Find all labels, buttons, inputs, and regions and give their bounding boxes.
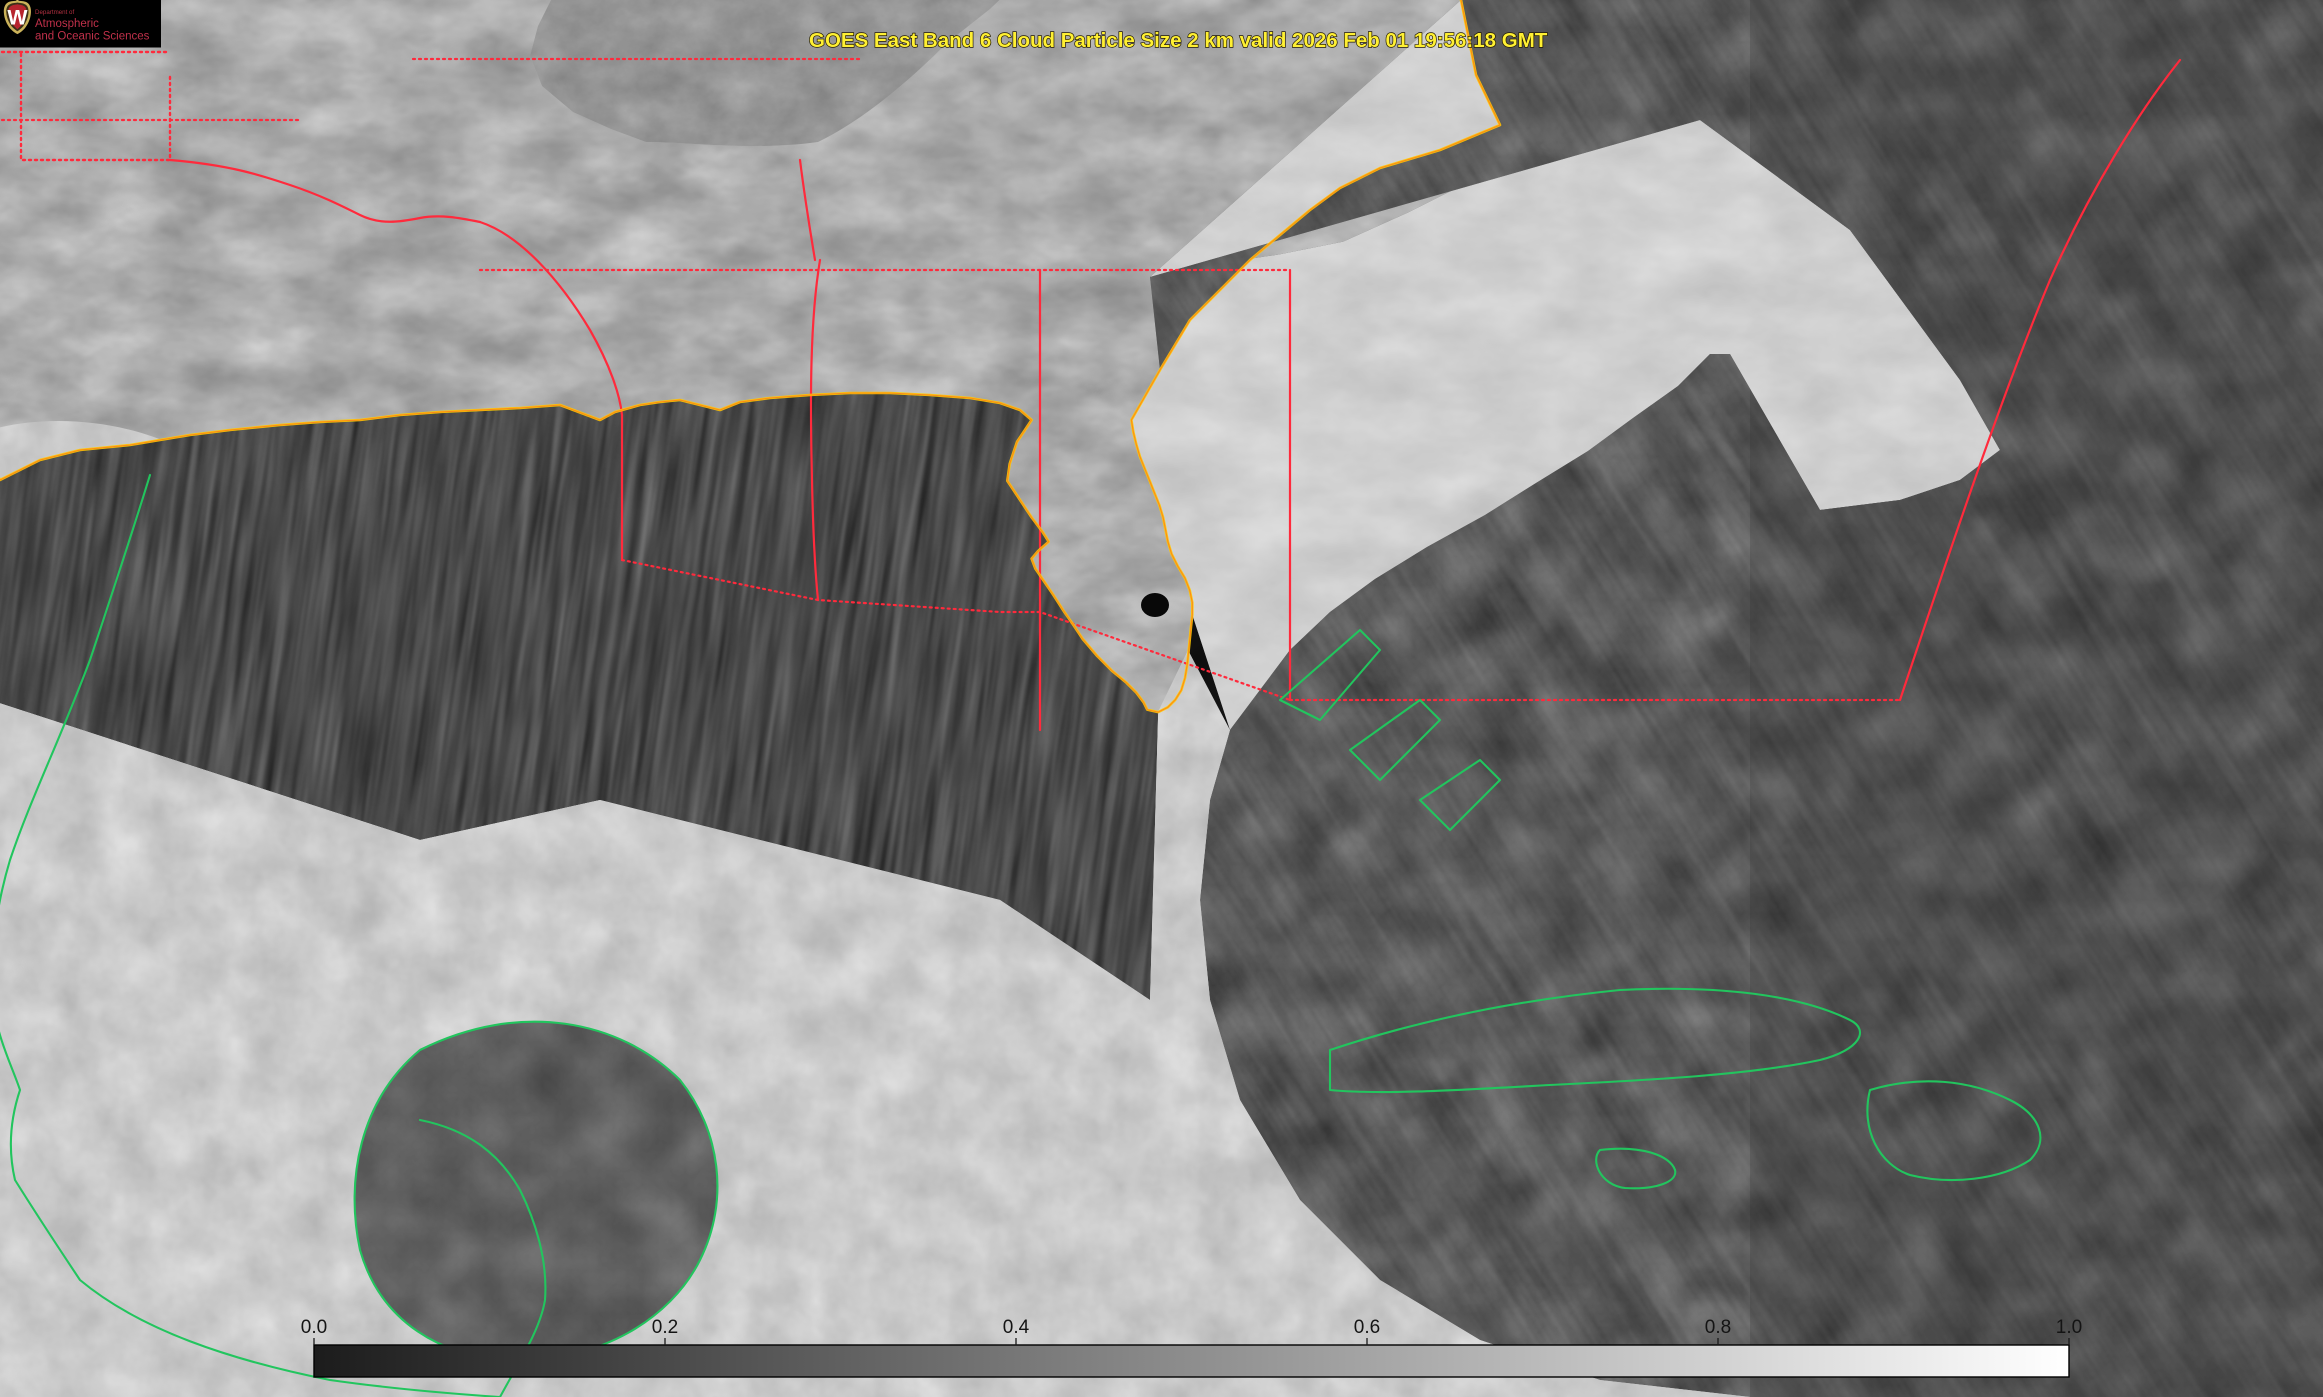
svg-text:0.4: 0.4 bbox=[1003, 1317, 1030, 1338]
svg-text:1.0: 1.0 bbox=[2056, 1317, 2082, 1338]
svg-text:0.6: 0.6 bbox=[1354, 1317, 1380, 1338]
svg-text:0.2: 0.2 bbox=[652, 1317, 678, 1338]
svg-text:0.8: 0.8 bbox=[1705, 1317, 1731, 1338]
svg-text:0.0: 0.0 bbox=[301, 1317, 327, 1338]
svg-text:and Oceanic Sciences: and Oceanic Sciences bbox=[35, 31, 150, 43]
svg-text:W: W bbox=[7, 5, 28, 29]
svg-text:Atmospheric: Atmospheric bbox=[35, 18, 99, 30]
svg-text:GOES East Band 6 Cloud Particl: GOES East Band 6 Cloud Particle Size 2 k… bbox=[809, 29, 1548, 52]
svg-text:Department of: Department of bbox=[35, 9, 74, 16]
